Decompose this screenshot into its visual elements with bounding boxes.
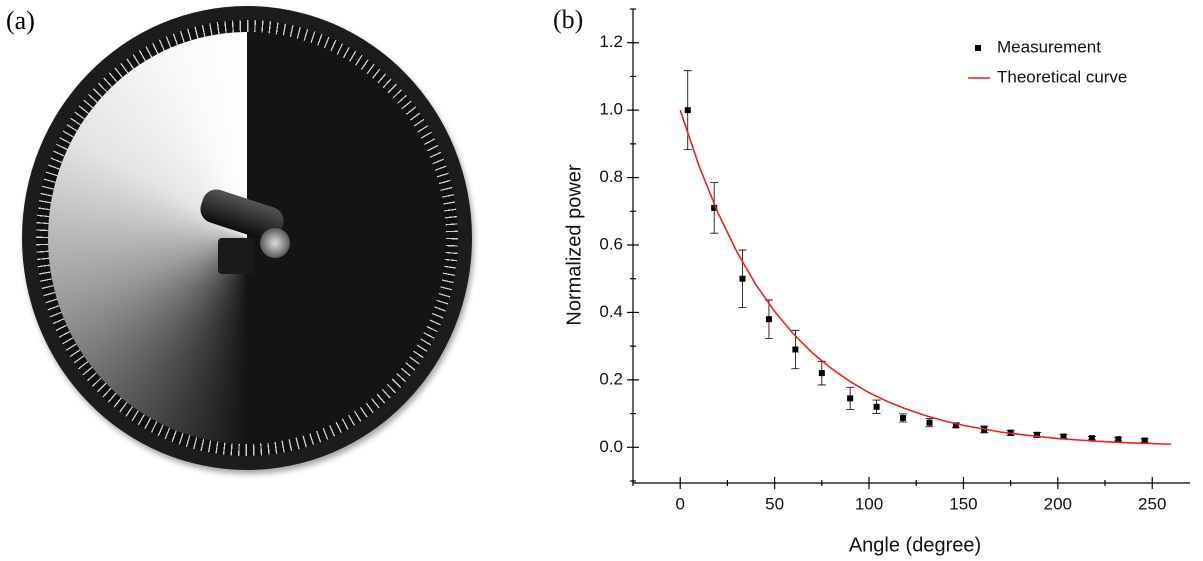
data-point	[1115, 436, 1122, 443]
y-tick-label: 0.2	[599, 369, 623, 388]
x-tick-label: 250	[1138, 494, 1166, 513]
y-tick-label: 0.4	[599, 302, 623, 321]
y-tick-label: 0.8	[599, 167, 623, 186]
photo-wheel	[22, 6, 472, 470]
x-tick-label: 150	[949, 494, 977, 513]
mount-base	[218, 238, 254, 274]
y-tick-label: 0.0	[599, 437, 623, 456]
data-point	[952, 422, 959, 429]
y-tick-label: 1.0	[599, 100, 623, 119]
panel-label: (a)	[6, 6, 35, 35]
data-point	[1141, 437, 1148, 444]
data-point	[684, 107, 691, 114]
x-tick-label: 0	[675, 494, 684, 513]
data-point	[711, 204, 718, 211]
data-point	[1060, 433, 1067, 440]
y-tick-label: 0.6	[599, 234, 623, 253]
data-point	[792, 346, 799, 353]
y-axis-label: Normalized power	[563, 164, 585, 326]
y-tick-label: 1.2	[599, 32, 623, 51]
x-tick-label: 50	[765, 494, 784, 513]
legend-label: Theoretical curve	[997, 67, 1127, 86]
data-point	[818, 370, 825, 377]
panel-label: (b)	[553, 5, 583, 34]
x-tick-label: 200	[1044, 494, 1072, 513]
x-axis-label: Angle (degree)	[849, 534, 981, 556]
lens	[260, 228, 290, 258]
legend-label: Measurement	[997, 37, 1101, 56]
data-point	[1088, 435, 1095, 442]
data-point	[765, 316, 772, 323]
data-point	[739, 275, 746, 282]
x-tick-label: 100	[855, 494, 883, 513]
data-point	[926, 419, 933, 426]
data-point	[847, 395, 854, 402]
theory-line	[679, 109, 1172, 446]
data-point	[900, 414, 907, 421]
legend-marker	[975, 45, 981, 51]
data-point	[1034, 431, 1041, 438]
data-point	[873, 403, 880, 410]
